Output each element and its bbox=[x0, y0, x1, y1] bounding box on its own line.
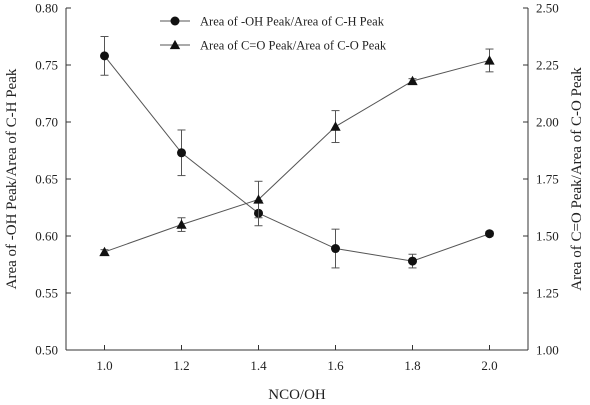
x-tick-label: 1.4 bbox=[250, 358, 267, 373]
plot-area bbox=[65, 8, 529, 351]
left-axis-title: Area of -OH Peak/Area of C-H Peak bbox=[4, 68, 20, 289]
left-tick-label: 0.70 bbox=[35, 115, 58, 130]
x-axis-ticks: 1.0 1.2 1.4 1.6 1.8 2.0 bbox=[96, 345, 498, 373]
legend-item: Area of -OH Peak/Area of C-H Peak bbox=[160, 15, 385, 29]
data-point-triangle bbox=[484, 55, 495, 65]
right-tick-label: 2.50 bbox=[536, 1, 559, 16]
x-tick-label: 2.0 bbox=[481, 358, 497, 373]
legend-marker-triangle bbox=[169, 39, 181, 50]
left-tick-label: 0.55 bbox=[35, 286, 58, 301]
right-tick-label: 1.75 bbox=[536, 172, 559, 187]
data-point-circle bbox=[177, 148, 186, 158]
legend-label: Area of C=O Peak/Area of C-O Peak bbox=[200, 39, 387, 53]
x-tick-label: 1.8 bbox=[404, 358, 420, 373]
x-tick-label: 1.6 bbox=[327, 358, 344, 373]
left-tick-label: 0.75 bbox=[35, 58, 58, 73]
left-tick-label: 0.80 bbox=[35, 1, 58, 16]
data-point-triangle bbox=[253, 194, 264, 204]
right-tick-label: 1.00 bbox=[536, 343, 559, 358]
series-layer bbox=[99, 36, 495, 269]
data-point-circle bbox=[408, 256, 417, 266]
right-axis-ticks: 1.00 1.25 1.50 1.75 2.00 2.25 2.50 bbox=[523, 1, 559, 358]
data-point-triangle bbox=[330, 121, 341, 131]
series-line bbox=[104, 59, 490, 253]
legend-marker-circle bbox=[170, 16, 180, 26]
data-point-circle bbox=[100, 51, 109, 61]
legend-label: Area of -OH Peak/Area of C-H Peak bbox=[200, 15, 385, 29]
right-tick-label: 1.50 bbox=[536, 229, 559, 244]
left-tick-label: 0.50 bbox=[35, 343, 58, 358]
data-point-triangle bbox=[176, 219, 187, 229]
data-point-triangle bbox=[99, 246, 110, 257]
left-tick-label: 0.65 bbox=[35, 172, 58, 187]
legend: Area of -OH Peak/Area of C-H Peak Area of… bbox=[160, 15, 387, 53]
data-point-triangle bbox=[407, 75, 418, 86]
left-axis-ticks: 0.50 0.55 0.60 0.65 0.70 0.75 0.80 bbox=[35, 1, 71, 358]
data-point-circle bbox=[331, 244, 340, 254]
series-oh-ch bbox=[100, 36, 494, 269]
right-tick-label: 2.25 bbox=[536, 58, 559, 73]
left-tick-label: 0.60 bbox=[35, 229, 58, 244]
series-line bbox=[104, 55, 490, 262]
right-tick-label: 2.00 bbox=[536, 115, 559, 130]
x-tick-label: 1.0 bbox=[96, 358, 112, 373]
right-tick-label: 1.25 bbox=[536, 286, 559, 301]
series-co-co bbox=[99, 48, 495, 257]
legend-item: Area of C=O Peak/Area of C-O Peak bbox=[160, 39, 387, 53]
x-tick-label: 1.2 bbox=[173, 358, 189, 373]
right-axis-title: Area of C=O Peak/Area of C-O Peak bbox=[569, 67, 585, 291]
data-point-circle bbox=[485, 229, 494, 239]
x-axis-title: NCO/OH bbox=[268, 387, 326, 403]
